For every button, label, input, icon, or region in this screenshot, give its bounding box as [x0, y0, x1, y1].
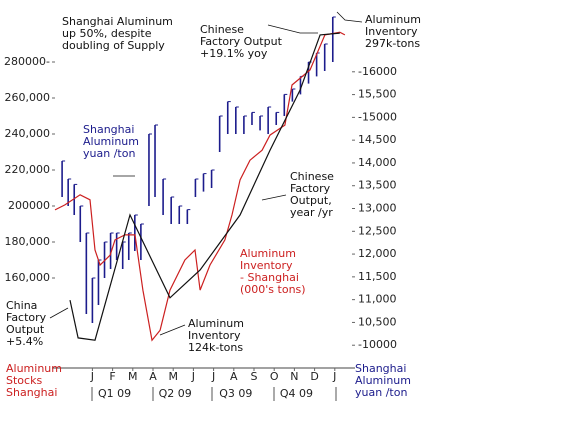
annotation-line: up 50%, despite [62, 27, 152, 40]
y2-tick-label: 12,000 [358, 247, 397, 260]
series-line [69, 32, 340, 341]
x-tick-label: J [332, 370, 336, 383]
annotation-line: Shanghai [6, 386, 57, 399]
y2-tick-label: 12,500 [358, 224, 397, 237]
annotation-line: Inventory [365, 25, 418, 38]
y2-tick-label: -15000 [358, 110, 397, 123]
annotation-line: Output [6, 323, 45, 336]
annotation-line: Inventory [240, 259, 293, 272]
leader [261, 194, 287, 201]
annotation-line: (000's tons) [240, 283, 306, 296]
annotation-line: Stocks [6, 374, 42, 387]
annotation: China Factory Output +5.4% [6, 299, 47, 348]
annotation-line: +19.1% yoy [200, 47, 268, 60]
annotation: Shanghai Aluminum up 50%, despite doubling… [62, 15, 173, 52]
x-tick-label: D [310, 370, 318, 383]
x-tick-label: N [290, 370, 298, 383]
y-tick-label: 240,000 [5, 127, 51, 140]
annotation: Aluminum Inventory 297k-tons [365, 13, 421, 50]
x-tick-label: M [168, 370, 178, 383]
annotation-line: - Shanghai [240, 271, 299, 284]
y2-tick-label: 13,000 [358, 202, 397, 215]
y2-tick-label: -10000 [358, 338, 397, 351]
y-tick-label: 180,000 [5, 235, 51, 248]
leader [336, 11, 363, 23]
x-tick-label: F [109, 370, 115, 383]
x-tick-label: S [251, 370, 258, 383]
annotation: Aluminum Inventory 124k-tons [188, 317, 244, 354]
annotation-line: yuan /ton [83, 147, 135, 160]
annotation-line: Shanghai [83, 123, 134, 136]
annotation-line: Aluminum [355, 374, 411, 387]
quarter-label: Q2 09 [159, 387, 192, 400]
annotation-line: Shanghai Aluminum [62, 15, 173, 28]
y2-tick-label: 11,500 [358, 270, 397, 283]
x-tick-label: A [230, 370, 238, 383]
annotation-line: Factory [290, 182, 331, 195]
annotation-line: yuan /ton [355, 386, 407, 399]
annotation-line: Factory Output [200, 35, 283, 48]
y2-tick-label: 15,500 [358, 88, 397, 101]
y-tick-label: 200000 [8, 199, 50, 212]
quarter-label: Q1 09 [98, 387, 131, 400]
quarter-label: Q3 09 [219, 387, 252, 400]
x-tick-label: O [270, 370, 279, 383]
x-tick-label: J [191, 370, 195, 383]
annotation-line: Aluminum [240, 247, 296, 260]
annotation: Shanghai Aluminum yuan /ton [355, 362, 411, 399]
y2-tick-label: -16000 [358, 65, 397, 78]
y-tick-label: 260,000 [5, 91, 51, 104]
x-tick-label: J [211, 370, 215, 383]
annotation-line: Aluminum [6, 362, 62, 375]
annotation-line: Inventory [188, 329, 241, 342]
y-tick-label: 160,000 [5, 271, 51, 284]
annotation: Aluminum Inventory - Shanghai (000's tons) [240, 247, 306, 296]
x-tick-label: J [90, 370, 94, 383]
quarter-separators [91, 387, 337, 401]
annotation-line: Output, [290, 194, 332, 207]
annotation-line: Aluminum [83, 135, 139, 148]
annotation-line: Aluminum [188, 317, 244, 330]
annotation-line: 124k-tons [188, 341, 243, 354]
annotation: Shanghai Aluminum yuan /ton [83, 123, 139, 160]
x-tick-label: A [149, 370, 157, 383]
annotation-line: doubling of Supply [62, 39, 165, 52]
y2-tick-label: 10,500 [358, 315, 397, 328]
annotation-line: year /yr [290, 206, 333, 219]
annotation-line: Chinese [200, 23, 244, 36]
annotation-line: Factory [6, 311, 47, 324]
leader [49, 307, 69, 319]
annotation-line: Shanghai [355, 362, 406, 375]
x-tick-label: M [128, 370, 138, 383]
y2-tick-label: 14,000 [358, 156, 397, 169]
y2-tick-label: 13,500 [358, 179, 397, 192]
quarter-label: Q4 09 [280, 387, 313, 400]
annotation: Chinese Factory Output, year /yr [290, 170, 334, 219]
annotation: Aluminum Stocks Shanghai [6, 362, 62, 399]
leader-lines [49, 11, 363, 336]
y-tick-label: 220,000 [5, 163, 51, 176]
y2-tick-label: 11,000 [358, 293, 397, 306]
annotation-line: Chinese [290, 170, 334, 183]
annotation-line: +5.4% [6, 335, 43, 348]
y-tick-label: 280000- [4, 55, 50, 68]
annotation: Chinese Factory Output +19.1% yoy [200, 23, 283, 60]
leader [267, 24, 318, 34]
y2-tick-label: 14,500 [358, 133, 397, 146]
annotation-line: China [6, 299, 37, 312]
leader [159, 324, 186, 336]
annotation-line: Aluminum [365, 13, 421, 26]
annotation-line: 297k-tons [365, 37, 420, 50]
